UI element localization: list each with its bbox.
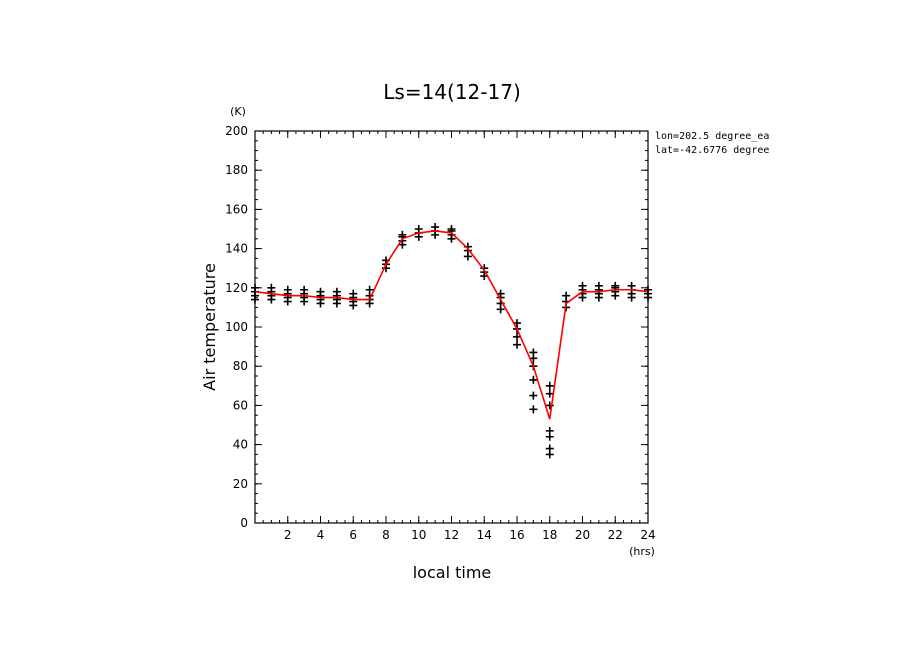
x-tick-label: 14 bbox=[477, 528, 492, 542]
y-tick-label: 120 bbox=[225, 281, 248, 295]
x-tick-label: 8 bbox=[382, 528, 390, 542]
sample-point bbox=[562, 291, 571, 300]
sample-point bbox=[545, 444, 554, 453]
sample-point bbox=[267, 283, 276, 292]
x-tick-label: 4 bbox=[317, 528, 325, 542]
y-tick-label: 100 bbox=[225, 320, 248, 334]
sample-point bbox=[283, 285, 292, 294]
y-tick-label: 80 bbox=[233, 359, 248, 373]
x-tick-label: 16 bbox=[509, 528, 524, 542]
y-tick-label: 20 bbox=[233, 477, 248, 491]
sample-point bbox=[529, 391, 538, 400]
sample-point bbox=[529, 348, 538, 357]
sample-point bbox=[513, 340, 521, 349]
sample-point bbox=[578, 281, 587, 290]
x-tick-label: 6 bbox=[349, 528, 357, 542]
sample-point bbox=[349, 289, 358, 298]
chart-title: Ls=14(12-17) bbox=[383, 80, 521, 104]
y-tick-label: 200 bbox=[225, 124, 248, 138]
info-clip-mask bbox=[780, 125, 904, 165]
sample-point bbox=[447, 225, 456, 233]
y-axis-title: Air temperature bbox=[200, 263, 219, 391]
y-tick-label: 160 bbox=[225, 202, 248, 216]
y-tick-label: 60 bbox=[233, 398, 248, 412]
y-tick-label: 180 bbox=[225, 163, 248, 177]
y-tick-label: 40 bbox=[233, 438, 248, 452]
sample-point bbox=[545, 426, 554, 435]
sample-point bbox=[627, 281, 636, 290]
x-tick-label: 2 bbox=[284, 528, 292, 542]
x-unit-label: (hrs) bbox=[629, 545, 655, 558]
sample-point bbox=[431, 223, 440, 232]
x-tick-label: 24 bbox=[640, 528, 655, 542]
sample-point bbox=[529, 405, 538, 414]
x-tick-label: 22 bbox=[608, 528, 623, 542]
x-tick-label: 20 bbox=[575, 528, 590, 542]
y-unit-label: (K) bbox=[230, 105, 246, 118]
sample-point bbox=[332, 287, 341, 296]
sample-point bbox=[611, 281, 620, 290]
info-lon: lon=202.5 degree_ea bbox=[655, 131, 769, 142]
plot-frame bbox=[254, 130, 649, 524]
sample-point bbox=[398, 230, 407, 239]
sample-point bbox=[594, 281, 603, 290]
y-tick-label: 140 bbox=[225, 242, 248, 256]
sample-point bbox=[545, 389, 554, 398]
y-tick-label: 0 bbox=[240, 516, 248, 530]
sample-point bbox=[414, 225, 423, 233]
sample-point bbox=[316, 287, 325, 296]
mean-temperature-line bbox=[254, 230, 649, 420]
x-tick-label: 18 bbox=[542, 528, 557, 542]
sample-point bbox=[300, 285, 309, 294]
x-axis-title: local time bbox=[413, 563, 492, 582]
sample-point bbox=[365, 285, 374, 294]
x-tick-label: 12 bbox=[444, 528, 459, 542]
sample-point bbox=[545, 381, 554, 390]
x-tick-label: 10 bbox=[411, 528, 426, 542]
sample-point bbox=[529, 375, 538, 384]
info-lat: lat=-42.6776 degree bbox=[655, 145, 769, 156]
